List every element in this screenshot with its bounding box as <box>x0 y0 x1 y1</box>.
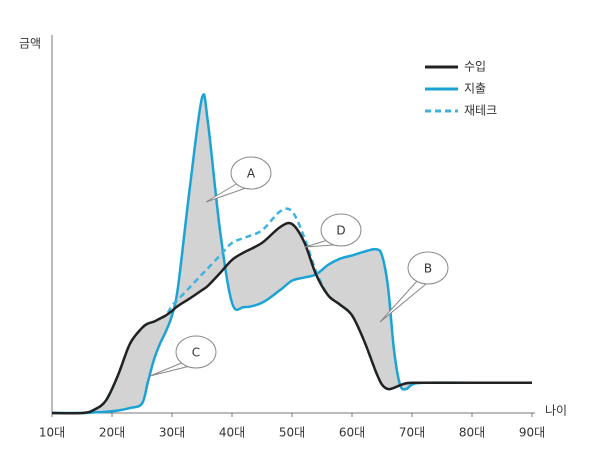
y-axis-label: 금액 <box>19 37 41 51</box>
callout: D <box>304 213 362 248</box>
x-tick-label: 30대 <box>159 426 185 440</box>
x-tick-label: 10대 <box>39 426 65 440</box>
x-tick-label: 80대 <box>459 426 485 440</box>
series-line <box>51 221 532 415</box>
x-tick-label: 50대 <box>279 426 305 440</box>
x-tick-label: 70대 <box>399 426 425 440</box>
x-tick-label: 20대 <box>99 426 125 440</box>
legend-label: 지출 <box>464 82 486 96</box>
annotation: B <box>424 262 432 276</box>
callout: A <box>205 156 272 203</box>
callout: B <box>379 251 449 323</box>
x-tick-label: 60대 <box>339 426 365 440</box>
annotation: D <box>336 224 345 238</box>
x-tick-label: 90대 <box>519 426 545 440</box>
callout: C <box>149 335 217 377</box>
annotation: C <box>192 346 200 360</box>
x-tick-label: 40대 <box>219 426 245 440</box>
legend-label: 수입 <box>464 60 486 74</box>
plot: 10대 20대 30대 40대 50대 60대 70대 80대 90대 <box>39 93 545 440</box>
annotation: A <box>247 167 256 181</box>
x-axis-label: 나이 <box>545 404 567 418</box>
series-line <box>51 93 532 415</box>
shaded-gap <box>52 94 532 414</box>
legend-label: 재테크 <box>464 104 497 118</box>
